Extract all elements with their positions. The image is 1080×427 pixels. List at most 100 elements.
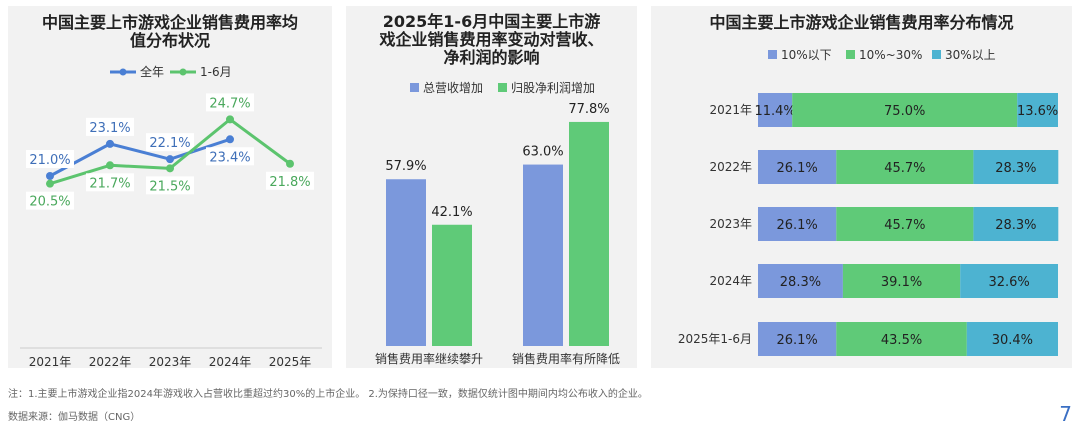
data-label: 20.5% (29, 195, 70, 210)
bar-segment (836, 322, 967, 356)
x-tick-label: 销售费用率继续攀升 (375, 351, 483, 366)
page-number: 7 (1059, 402, 1072, 426)
segment-label: 11.4% (754, 104, 795, 119)
bar-chart-title: 2025年1-6月中国主要上市游戏企业销售费用率变动对营收、净利润的影响 (379, 12, 604, 67)
data-label: 23.1% (89, 121, 130, 136)
segment-label: 26.1% (776, 218, 817, 233)
data-label-bg (86, 117, 134, 136)
bar-segment (836, 207, 974, 241)
line-chart-title: 中国主要上市游戏企业销售费用率均值分布状况 (41, 13, 298, 50)
bar-label: 42.1% (431, 205, 472, 220)
data-point (226, 115, 234, 124)
bar-segment (836, 150, 974, 184)
bar-label: 63.0% (522, 145, 563, 160)
segment-label: 26.1% (776, 333, 817, 348)
data-label: 21.5% (149, 179, 190, 194)
data-point (46, 172, 54, 180)
segment-label: 28.3% (995, 161, 1036, 176)
bar-segment (973, 207, 1059, 241)
x-tick-label: 2024年 (209, 355, 252, 369)
bar-segment (842, 264, 961, 298)
legend-marker-1 (179, 68, 187, 76)
x-tick-label: 销售费用率有所降低 (512, 351, 620, 366)
legend-label-2: 30%以上 (945, 48, 996, 62)
bar-label: 77.8% (568, 102, 609, 117)
data-point (106, 161, 114, 170)
data-label: 21.8% (269, 175, 310, 190)
data-label-bg (26, 150, 74, 168)
panel-stacked-chart (651, 6, 1072, 368)
y-tick-label: 2025年1-6月 (678, 332, 752, 346)
bar-segment (758, 150, 837, 184)
bar-label: 57.9% (385, 159, 426, 174)
segment-label: 43.5% (881, 333, 922, 348)
bar (386, 179, 426, 346)
x-tick-label: 2023年 (149, 355, 192, 369)
segment-label: 39.1% (881, 275, 922, 290)
data-label-bg (146, 176, 194, 195)
bar-segment (960, 264, 1058, 298)
data-point (46, 179, 54, 188)
y-tick-label: 2022年 (709, 160, 752, 174)
segment-label: 13.6% (1017, 104, 1058, 119)
segment-label: 26.1% (776, 161, 817, 176)
x-tick-label: 2025年 (269, 355, 312, 369)
data-label: 21.0% (29, 153, 70, 168)
legend-swatch-1 (846, 50, 855, 59)
data-label-bg (146, 133, 194, 152)
bar-segment (758, 264, 843, 298)
data-label-bg (206, 147, 254, 166)
stacked-chart-title: 中国主要上市游戏企业销售费用率分布情况 (709, 13, 1014, 32)
data-label-bg (266, 171, 314, 190)
data-label: 22.1% (149, 136, 190, 151)
data-source: 数据来源：伽马数据（CNG） (8, 412, 141, 423)
data-label-bg (206, 93, 254, 112)
segment-label: 75.0% (884, 104, 925, 119)
segment-label: 32.6% (988, 275, 1029, 290)
data-point (166, 155, 174, 164)
data-point (286, 159, 294, 168)
legend-swatch-2 (932, 50, 941, 59)
y-tick-label: 2021年 (709, 103, 752, 117)
bar-segment (792, 93, 1018, 127)
segment-label: 45.7% (884, 161, 925, 176)
segment-label: 30.4% (992, 333, 1033, 348)
bar-segment (758, 322, 837, 356)
data-label-bg (86, 173, 134, 192)
legend-label-1: 10%~30% (859, 48, 922, 62)
legend-label-0: 总营收增加 (423, 81, 483, 95)
legend-swatch-1 (498, 83, 507, 92)
y-tick-label: 2023年 (709, 217, 752, 231)
bar (432, 224, 472, 346)
legend-swatch-0 (768, 50, 777, 59)
segment-label: 28.3% (780, 275, 821, 290)
data-label: 21.7% (89, 176, 130, 191)
series-line-0 (49, 137, 231, 178)
data-label: 23.4% (209, 150, 250, 165)
x-tick-label: 2021年 (29, 355, 72, 369)
bar (523, 164, 563, 346)
data-label-bg (26, 191, 74, 210)
data-point (106, 139, 114, 148)
footnote: 注：1.主要上市游戏企业指2024年游戏收入占营收比重超过约30%的上市企业。 … (8, 389, 648, 400)
bar-segment (966, 322, 1058, 356)
bar-segment (1017, 93, 1058, 127)
bar-segment (973, 150, 1059, 184)
legend-label-1: 1-6月 (200, 65, 232, 79)
data-point (166, 164, 174, 173)
legend-label-0: 10%以下 (781, 48, 832, 62)
legend-swatch-0 (410, 83, 419, 92)
bar-segment (758, 207, 837, 241)
y-tick-label: 2024年 (709, 274, 752, 288)
bar-segment (758, 93, 793, 127)
bar (569, 121, 609, 346)
data-point (226, 135, 234, 144)
data-label: 24.7% (209, 96, 250, 111)
legend-label-0: 全年 (140, 64, 164, 79)
legend-marker-0 (119, 68, 127, 76)
segment-label: 28.3% (995, 218, 1036, 233)
x-tick-label: 2022年 (89, 355, 132, 369)
segment-label: 45.7% (884, 218, 925, 233)
